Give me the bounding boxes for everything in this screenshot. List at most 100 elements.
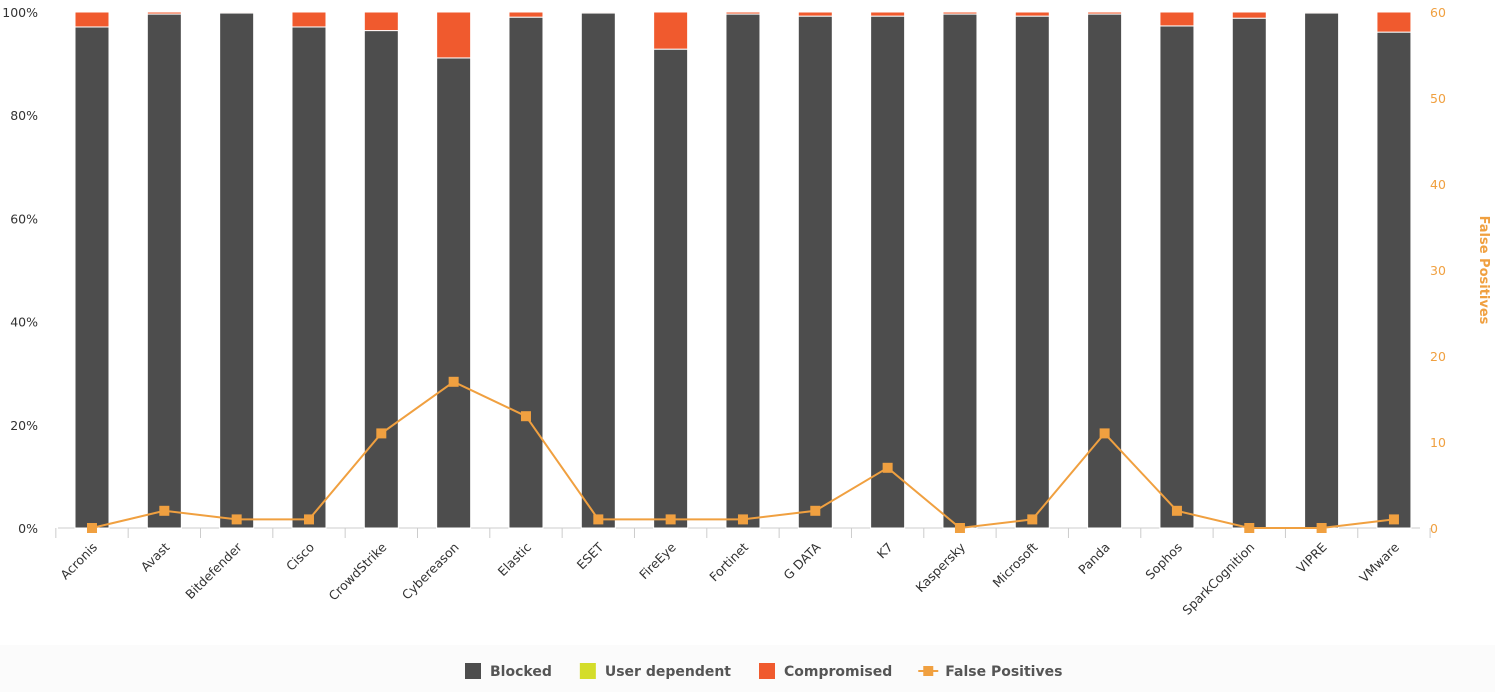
y-right-tick-label: 60 xyxy=(1430,5,1446,20)
legend-item-compromised[interactable]: Compromised xyxy=(784,664,892,680)
false-positives-marker xyxy=(954,523,965,533)
bar-compromised xyxy=(291,11,327,28)
legend-item-user-dependent[interactable]: User dependent xyxy=(605,664,731,680)
y-right-tick-label: 30 xyxy=(1430,263,1446,278)
y-left-tick-label: 60% xyxy=(10,211,38,226)
y-left-tick-label: 40% xyxy=(10,315,38,330)
x-tick-label: Kaspersky xyxy=(912,539,968,595)
legend-item-blocked[interactable]: Blocked xyxy=(490,664,552,680)
legend-item-false-positives[interactable]: False Positives xyxy=(945,664,1062,680)
bar-compromised xyxy=(942,11,978,15)
bar-blocked xyxy=(1159,25,1195,529)
bar-compromised xyxy=(653,11,689,50)
bar-compromised xyxy=(725,11,761,15)
x-tick-label: Avast xyxy=(138,539,173,574)
y-right-tick-label: 10 xyxy=(1430,435,1446,450)
false-positives-marker xyxy=(303,514,314,525)
legend-item-false-positives-marker[interactable] xyxy=(923,666,934,676)
bar-compromised xyxy=(219,11,255,14)
bar-compromised xyxy=(146,11,182,15)
x-tick-label: VMware xyxy=(1356,539,1402,585)
x-tick-label: Bitdefender xyxy=(182,539,245,602)
x-tick-label: CrowdStrike xyxy=(326,539,390,603)
false-positives-marker xyxy=(520,411,531,422)
bar-blocked xyxy=(436,57,472,529)
bar-blocked xyxy=(1376,31,1412,529)
x-tick-label: Panda xyxy=(1075,540,1113,578)
bar-blocked xyxy=(219,12,255,529)
y-right-tick-label: 20 xyxy=(1430,349,1446,364)
bar-compromised xyxy=(74,11,110,28)
bar-compromised xyxy=(1159,11,1195,27)
bar-blocked xyxy=(1014,15,1050,529)
bar-blocked xyxy=(363,30,399,529)
bar-compromised xyxy=(870,11,906,17)
false-positives-marker xyxy=(231,514,242,525)
false-positives-marker xyxy=(1171,505,1182,516)
y-left-tick-label: 0% xyxy=(18,521,38,536)
bar-blocked xyxy=(146,13,182,529)
x-tick-label: SparkCognition xyxy=(1179,540,1257,618)
bar-compromised xyxy=(1087,11,1123,15)
false-positives-marker xyxy=(1388,514,1399,525)
bar-blocked xyxy=(1304,12,1340,529)
x-tick-label: G DATA xyxy=(780,539,823,582)
bar-blocked xyxy=(653,48,689,529)
x-tick-label: Elastic xyxy=(495,539,535,579)
bar-compromised xyxy=(1231,11,1267,19)
bar-blocked xyxy=(1231,17,1267,529)
x-tick-label: Cisco xyxy=(283,540,317,574)
bar-blocked xyxy=(508,16,544,529)
false-positives-marker xyxy=(882,462,893,473)
x-tick-label: Cybereason xyxy=(399,540,462,603)
bar-compromised xyxy=(1376,11,1412,33)
false-positives-marker xyxy=(448,376,459,387)
y-right-tick-label: 0 xyxy=(1430,521,1438,536)
legend-item-blocked-swatch[interactable] xyxy=(465,663,481,679)
legend-item-compromised-swatch[interactable] xyxy=(759,663,775,679)
x-tick-label: K7 xyxy=(874,540,896,562)
bar-compromised xyxy=(363,11,399,32)
y-left-tick-label: 20% xyxy=(10,418,38,433)
bar-blocked xyxy=(580,12,616,529)
bar-compromised xyxy=(508,11,544,18)
false-positives-marker xyxy=(737,514,748,525)
bar-blocked xyxy=(870,15,906,529)
x-tick-label: FireEye xyxy=(636,539,679,582)
bar-blocked xyxy=(797,15,833,529)
legend-area xyxy=(0,645,1495,692)
x-tick-label: Sophos xyxy=(1142,540,1185,583)
false-positives-marker xyxy=(87,523,97,533)
bar-blocked xyxy=(1087,13,1123,529)
x-tick-label: Fortinet xyxy=(706,539,751,584)
false-positives-marker xyxy=(1027,514,1038,525)
false-positives-marker xyxy=(376,428,387,439)
bar-blocked xyxy=(725,13,761,529)
y-right-tick-label: 40 xyxy=(1430,177,1446,192)
false-positives-marker xyxy=(159,505,170,516)
false-positives-marker xyxy=(665,514,676,525)
y-left-tick-label: 80% xyxy=(10,108,38,123)
legend-item-user-dependent-swatch[interactable] xyxy=(579,663,596,679)
bar-compromised xyxy=(1304,11,1340,14)
x-tick-label: Microsoft xyxy=(990,539,1041,590)
bar-blocked xyxy=(74,26,110,529)
false-positives-marker xyxy=(1099,428,1110,439)
y-left-tick-label: 100% xyxy=(2,5,38,20)
bar-blocked xyxy=(942,13,978,529)
y-right-tick-label: 50 xyxy=(1430,91,1446,106)
false-positives-marker xyxy=(1244,523,1255,533)
x-tick-label: Acronis xyxy=(57,540,100,583)
x-tick-label: ESET xyxy=(574,539,607,572)
bar-compromised xyxy=(436,11,472,59)
bar-compromised xyxy=(797,11,833,17)
bar-compromised xyxy=(580,11,616,14)
false-positives-marker xyxy=(810,505,821,516)
bar-compromised xyxy=(1014,11,1050,17)
x-tick-label: VIPRE xyxy=(1293,539,1329,575)
y-right-axis-title: False Positives xyxy=(1476,216,1491,325)
false-positives-marker xyxy=(593,514,604,525)
bar-blocked xyxy=(291,26,327,529)
